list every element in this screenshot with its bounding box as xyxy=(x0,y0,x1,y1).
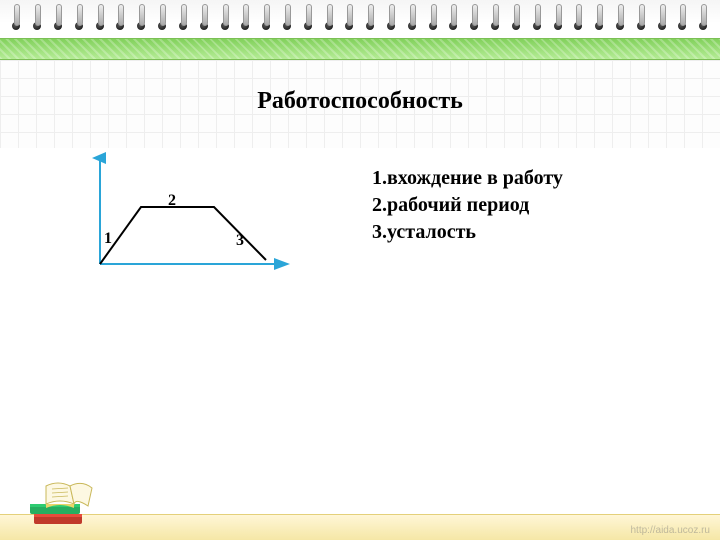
page-title: Работоспособность xyxy=(0,88,720,115)
list-item: 3.усталость xyxy=(372,219,563,246)
footer-url: http://aida.ucoz.ru xyxy=(631,525,711,536)
chart-label-2: 2 xyxy=(168,192,176,210)
performance-chart: 1 2 3 xyxy=(86,152,296,282)
list-item: 2.рабочий период xyxy=(372,192,563,219)
books-icon xyxy=(28,474,98,534)
green-pattern-strip xyxy=(0,38,720,60)
bottom-decor-band xyxy=(0,514,720,540)
chart-svg xyxy=(86,152,296,282)
legend-list: 1.вхождение в работу 2.рабочий период 3.… xyxy=(372,165,563,246)
list-item: 1.вхождение в работу xyxy=(372,165,563,192)
chart-label-3: 3 xyxy=(236,232,244,250)
chart-label-1: 1 xyxy=(104,230,112,248)
spiral-binding xyxy=(0,0,720,38)
